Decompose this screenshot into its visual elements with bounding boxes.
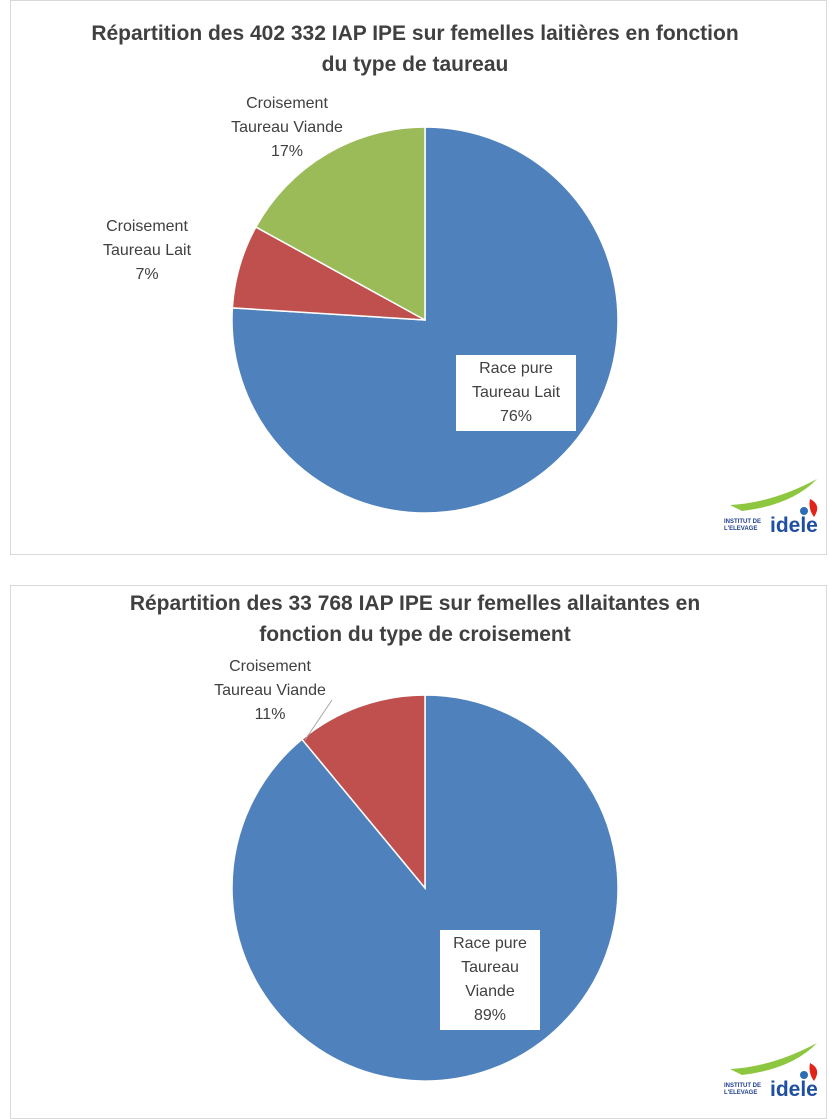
slice-category: Race pure Taureau Lait: [471, 360, 561, 401]
slice-category: Croisement Taureau Lait: [102, 218, 192, 259]
chart-frame: [10, 0, 827, 555]
slice-value: 89%: [473, 1007, 507, 1024]
logo-green: [730, 479, 817, 511]
logo-text: INSTITUT DE: [724, 1083, 761, 1089]
logo-text: idele: [770, 514, 818, 537]
logo-text: INSTITUT DE: [724, 519, 761, 525]
slice-label: Race pure Taureau Viande 89%: [440, 930, 540, 1030]
leader-line: [304, 699, 333, 741]
logo-swoosh: [730, 1043, 818, 1081]
slice-value: 7%: [135, 266, 159, 283]
logo-drop: [800, 1071, 808, 1079]
pie-slice: [300, 694, 426, 891]
slice-label: Croisement Taureau Viande 17%: [222, 92, 352, 164]
slice-value: 76%: [499, 408, 533, 425]
logo-text: idele: [770, 1078, 818, 1101]
logo-red: [809, 1063, 818, 1081]
chart-title: Répartition des 402 332 IAP IPE sur feme…: [91, 22, 739, 76]
logo-text: L'ELEVAGE: [724, 1090, 758, 1096]
slice-category: Race pure Taureau Viande: [453, 935, 527, 1000]
slice-value: 11%: [254, 706, 286, 723]
slice-label: Croisement Taureau Viande 11%: [205, 655, 335, 727]
slice-category: Croisement Taureau Viande: [231, 95, 343, 136]
slice-label: Croisement Taureau Lait 7%: [91, 215, 203, 287]
logo: INSTITUT DE L'ELEVAGE idele: [722, 475, 822, 545]
logo-red: [809, 499, 818, 517]
logo-text: L'ELEVAGE: [724, 526, 758, 532]
pie-slice: [254, 126, 426, 322]
slice-value: 17%: [270, 143, 304, 160]
slice-label: Race pure Taureau Lait 76%: [456, 355, 576, 431]
logo-green: [730, 1043, 817, 1075]
logo-drop: [800, 507, 808, 515]
logo: INSTITUT DE L'ELEVAGE idele: [722, 1039, 822, 1109]
slice-category: Croisement Taureau Viande: [214, 658, 326, 699]
chart-title: Répartition des 33 768 IAP IPE sur femel…: [129, 592, 701, 646]
logo-swoosh: [730, 479, 818, 517]
